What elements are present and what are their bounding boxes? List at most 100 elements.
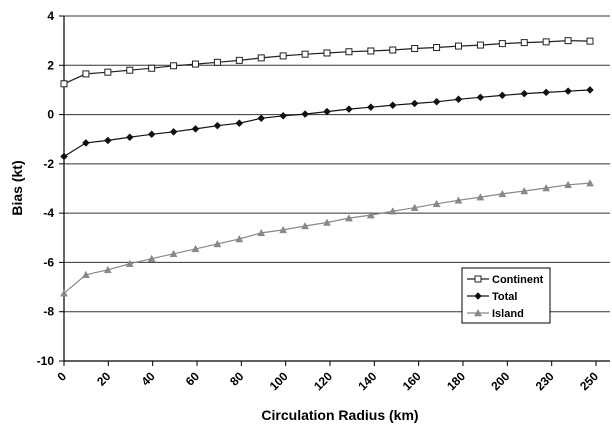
data-point [103,265,112,274]
data-point [301,110,309,118]
data-point [345,105,353,114]
x-tick-label: 230 [533,369,557,393]
legend-item-island: Island [467,308,524,320]
y-tick-label: 0 [47,108,54,122]
y-tick-label: -6 [43,255,54,269]
series-island [60,179,594,297]
x-tick-label: 200 [488,369,512,393]
data-point [192,60,199,68]
x-tick-label: 140 [355,369,379,393]
y-tick-labels: 4 2 0 -2 -4 -6 -8 -10 [37,9,64,368]
x-tick-label: 40 [138,369,158,389]
data-point [235,56,243,64]
data-point [498,40,506,48]
data-point [148,64,156,72]
data-point [476,193,485,201]
data-point [323,107,331,116]
data-point [586,37,594,45]
data-point [474,275,482,283]
data-point [520,186,529,195]
y-tick-label: -10 [37,354,55,368]
x-tick-label: 250 [577,369,601,393]
data-point [191,244,200,253]
legend-label: Continent [492,274,544,286]
data-point [213,239,222,248]
data-point [410,203,419,211]
data-point [82,70,90,78]
data-point [520,39,528,47]
data-point [498,91,507,100]
x-tick-label: 120 [311,369,335,393]
data-point [235,234,244,243]
y-tick-label: 2 [47,58,54,72]
data-point [498,189,507,198]
y-axis-label: Bias (kt) [9,160,25,215]
x-tick-labels: 0 20 40 60 80 100 120 140 160 180 200 230 250 [54,361,601,393]
data-point [279,111,288,120]
data-point [411,45,419,53]
data-point [366,211,375,219]
legend-label: Island [492,308,524,320]
y-tick-label: -2 [43,157,54,171]
grid-lines [64,15,610,313]
x-tick-label: 0 [54,369,69,384]
x-axis-label: Circulation Radius (km) [261,407,418,423]
x-tick-label: 20 [94,369,114,389]
series-group [60,37,594,297]
data-point [454,95,463,104]
data-point [169,127,178,136]
data-point [344,214,353,222]
data-point [81,270,90,278]
data-point [279,225,288,234]
y-tick-label: -4 [43,206,54,220]
data-point [388,101,397,110]
data-point [60,289,68,297]
data-point [257,228,266,237]
data-point [455,42,462,50]
x-tick-label: 60 [183,369,203,389]
data-point [474,292,482,300]
axes [63,16,610,362]
data-point [542,38,550,46]
data-point [169,249,178,258]
data-point [432,97,441,106]
series-continent [60,37,594,88]
data-point [125,133,134,142]
data-point [586,179,594,187]
data-point [126,66,134,74]
data-point [301,221,310,230]
data-point [367,47,375,55]
data-point [213,58,221,66]
data-point [147,254,156,262]
data-point [345,48,353,56]
data-point [542,183,551,192]
legend: Continent Total Island [461,267,551,324]
data-point [147,130,156,139]
data-point [564,37,572,45]
data-point [104,68,112,76]
data-point [301,50,309,58]
data-point [323,49,331,57]
data-point [279,52,287,60]
data-point [433,44,441,52]
data-point [520,89,529,98]
data-point [476,41,484,49]
x-tick-label: 160 [400,369,424,393]
data-point [564,87,572,96]
data-point [82,139,90,147]
x-tick-label: 80 [227,369,247,389]
data-point [586,86,594,94]
data-point [213,121,222,130]
data-point [235,119,244,128]
data-point [170,62,178,70]
data-point [103,136,112,145]
legend-item-total: Total [467,291,517,303]
series-total [60,86,594,161]
data-point [410,99,419,108]
data-point [389,46,397,54]
data-point [476,93,485,102]
data-point [125,259,134,267]
series-line [63,89,591,158]
data-point [60,152,68,161]
